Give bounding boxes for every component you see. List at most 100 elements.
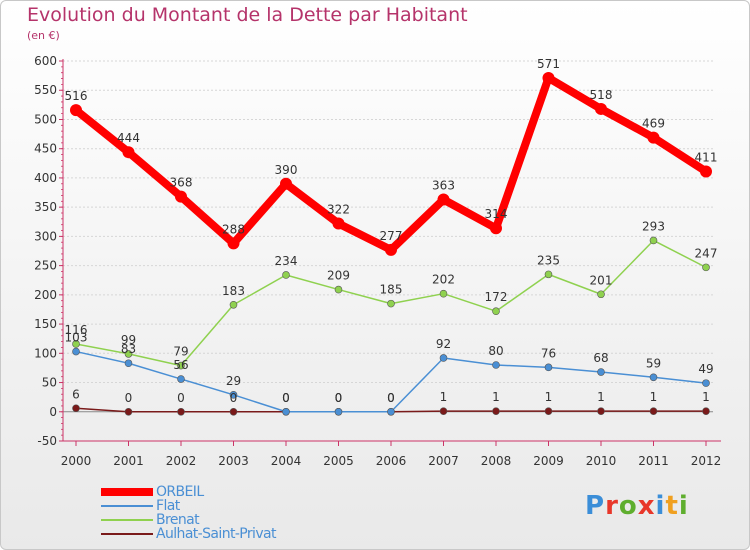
data-point xyxy=(492,407,500,415)
x-tick-label: 2004 xyxy=(271,454,302,468)
legend-label: ORBEIL xyxy=(156,484,204,500)
x-tick-label: 2007 xyxy=(428,454,459,468)
data-label: 0 xyxy=(282,391,290,405)
data-point xyxy=(387,407,395,416)
data-label: 29 xyxy=(226,374,241,388)
data-label: 363 xyxy=(432,179,455,193)
legend-label: Brenat xyxy=(156,512,200,528)
data-point xyxy=(492,361,500,369)
data-point xyxy=(175,190,187,203)
data-point xyxy=(542,71,555,84)
data-label: 571 xyxy=(537,57,560,71)
data-label: 59 xyxy=(646,356,661,370)
data-label: 79 xyxy=(173,345,188,359)
data-point xyxy=(282,407,290,416)
data-label: 411 xyxy=(695,150,718,164)
legend-swatch xyxy=(101,488,153,496)
data-point xyxy=(332,217,345,230)
data-point xyxy=(544,270,553,279)
data-label: 1 xyxy=(492,390,500,404)
data-label: 234 xyxy=(275,254,298,268)
data-label: 0 xyxy=(282,391,290,405)
data-point xyxy=(72,404,80,413)
data-point xyxy=(439,354,448,362)
legend-item: Brenat xyxy=(101,512,361,528)
series-line-orbeil xyxy=(72,73,710,254)
data-point xyxy=(647,131,660,144)
y-tick-label: 250 xyxy=(34,259,57,273)
data-label: 56 xyxy=(173,358,188,372)
y-tick-label: 0 xyxy=(49,405,57,419)
data-label: 1 xyxy=(702,390,710,404)
y-tick-label: 600 xyxy=(34,54,57,68)
data-label: 209 xyxy=(327,269,350,283)
y-tick-label: 550 xyxy=(34,83,57,97)
data-point xyxy=(597,407,605,415)
x-tick-label: 2002 xyxy=(166,454,197,468)
y-tick-label: 400 xyxy=(34,171,57,185)
y-tick-label: 50 xyxy=(42,376,57,390)
data-label: 99 xyxy=(121,333,136,347)
data-point xyxy=(702,263,710,272)
y-tick-label: 200 xyxy=(34,288,57,302)
data-label: 183 xyxy=(222,284,245,298)
x-tick-label: 2010 xyxy=(586,454,617,468)
chart-subtitle: (en €) xyxy=(27,29,60,42)
data-point xyxy=(72,340,80,348)
x-tick-label: 2000 xyxy=(61,454,92,468)
legend-item: ORBEIL xyxy=(101,484,361,500)
data-label: 80 xyxy=(488,344,503,358)
data-point xyxy=(334,285,343,294)
data-label: 202 xyxy=(432,273,455,287)
data-point xyxy=(544,363,553,372)
data-label: 185 xyxy=(380,283,403,297)
data-point xyxy=(437,193,450,206)
y-tick-label: 500 xyxy=(34,112,57,126)
data-point xyxy=(124,350,133,358)
data-label: 6 xyxy=(72,387,80,401)
x-tick-label: 2008 xyxy=(481,454,512,468)
data-point xyxy=(229,407,238,416)
y-tick-label: -50 xyxy=(37,434,57,448)
data-label: 0 xyxy=(335,391,343,405)
proxiti-logo: Proxiti xyxy=(585,491,689,521)
data-label: 92 xyxy=(436,337,451,351)
y-tick-label: 450 xyxy=(34,142,57,156)
data-point xyxy=(177,361,185,370)
legend-item: Flat xyxy=(101,498,361,514)
chart-legend: ORBEIL Flat Brenat Aulhat-Saint-Privat xyxy=(101,484,361,542)
data-point xyxy=(70,104,82,117)
x-tick-label: 2012 xyxy=(691,454,722,468)
legend-swatch xyxy=(101,533,153,535)
data-label: 172 xyxy=(485,290,508,304)
data-point xyxy=(439,407,448,415)
data-label: 444 xyxy=(117,131,140,145)
data-point xyxy=(385,243,397,256)
data-point xyxy=(597,368,605,376)
y-tick-label: 100 xyxy=(34,346,57,360)
data-label: 103 xyxy=(65,331,88,345)
x-tick-label: 2011 xyxy=(638,454,669,468)
data-point xyxy=(177,407,185,416)
data-point xyxy=(229,391,238,399)
data-label: 235 xyxy=(537,253,560,267)
data-label: 277 xyxy=(380,229,403,243)
data-point xyxy=(702,379,710,387)
y-tick-label: 300 xyxy=(34,229,57,243)
legend-swatch xyxy=(101,505,153,507)
x-tick-label: 2006 xyxy=(376,454,407,468)
legend-item: Aulhat-Saint-Privat xyxy=(101,526,361,542)
data-label: 0 xyxy=(387,391,395,405)
data-label: 0 xyxy=(177,391,185,405)
data-point xyxy=(649,236,658,245)
data-label: 49 xyxy=(698,362,713,376)
data-point xyxy=(124,359,133,368)
data-label: 368 xyxy=(170,176,193,190)
data-label: 247 xyxy=(695,246,718,260)
data-label: 322 xyxy=(327,203,350,217)
data-label: 83 xyxy=(121,342,136,356)
data-point xyxy=(280,177,292,190)
y-tick-label: 350 xyxy=(34,200,57,214)
